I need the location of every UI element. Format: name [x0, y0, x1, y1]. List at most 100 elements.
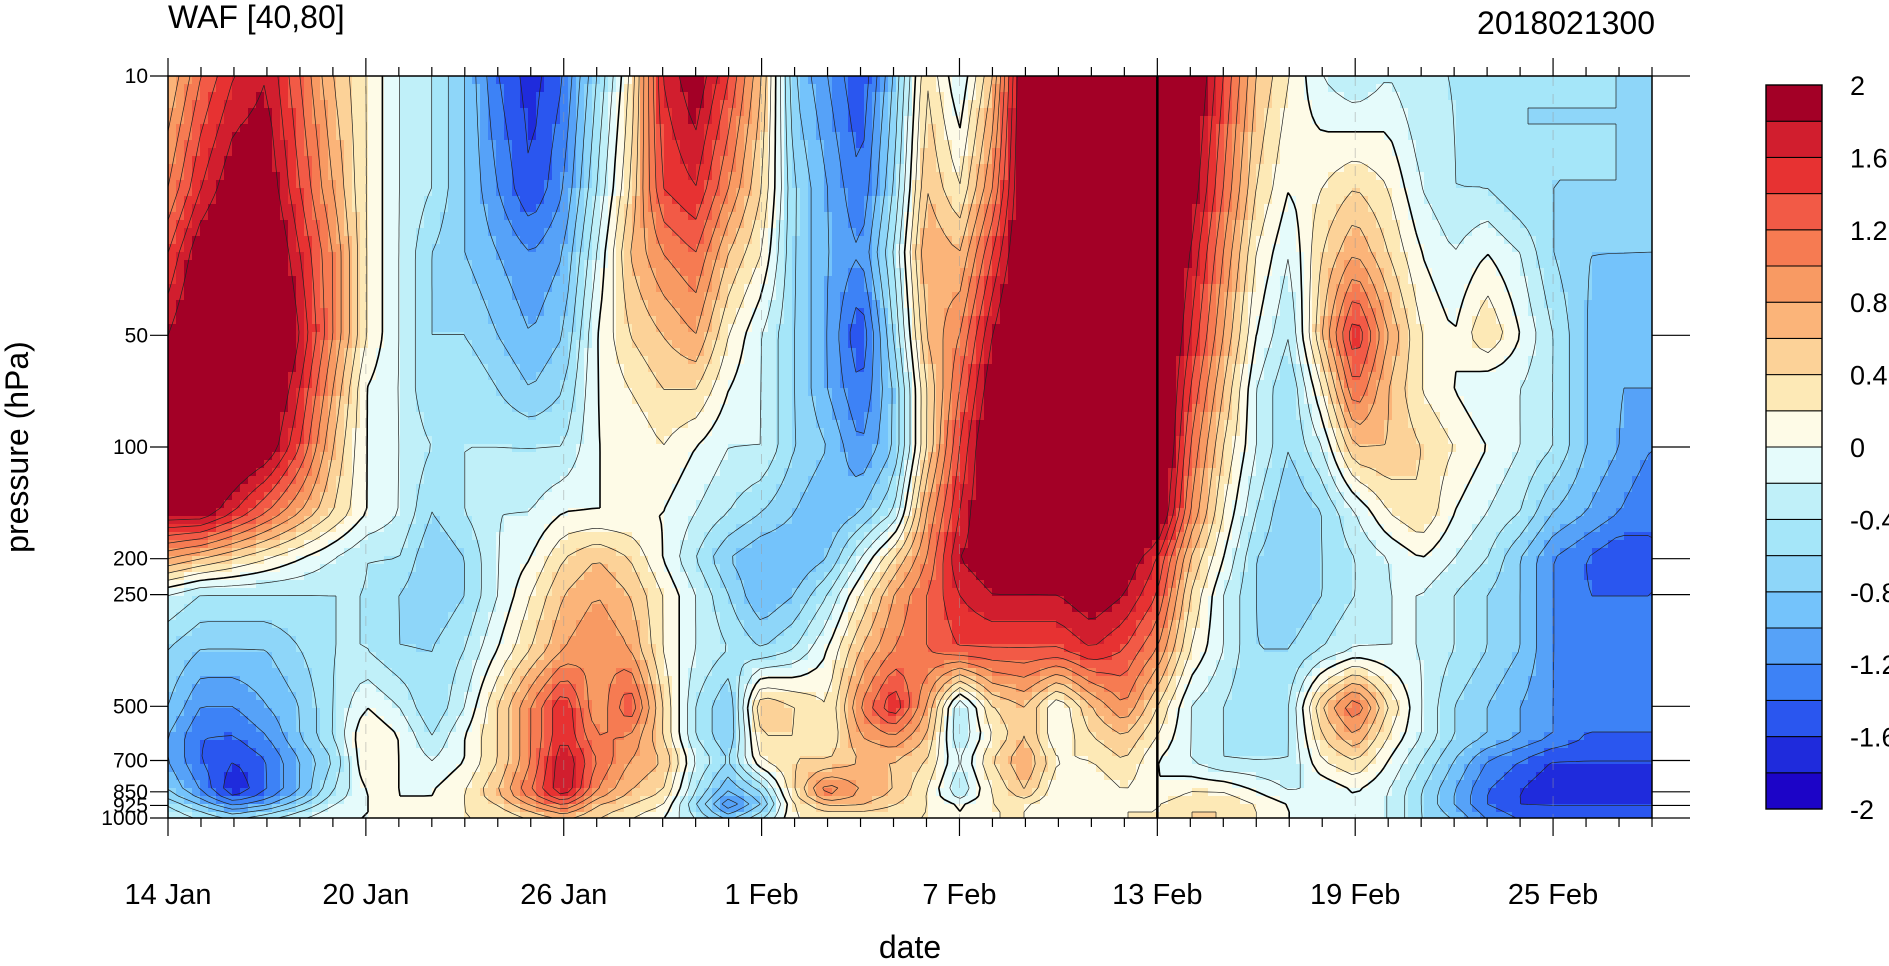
field-cell — [1416, 180, 1425, 189]
field-cell — [456, 156, 465, 165]
field-cell — [1432, 228, 1441, 237]
field-cell — [736, 116, 745, 125]
field-cell — [184, 108, 193, 117]
field-cell — [304, 140, 313, 149]
field-cell — [584, 92, 593, 101]
field-cell — [704, 268, 713, 277]
field-cell — [264, 92, 273, 101]
field-cell — [1200, 260, 1209, 269]
field-cell — [1360, 268, 1369, 277]
field-cell — [496, 116, 505, 125]
field-cell — [472, 228, 481, 237]
field-cell — [792, 100, 801, 109]
field-cell — [688, 156, 697, 165]
field-cell — [1448, 268, 1457, 277]
field-cell — [344, 164, 353, 173]
field-cell — [912, 212, 921, 221]
field-cell — [1136, 252, 1145, 261]
field-cell — [1000, 252, 1009, 261]
field-cell — [448, 76, 457, 85]
field-cell — [1600, 212, 1609, 221]
field-cell — [1088, 236, 1097, 245]
field-cell — [1320, 212, 1329, 221]
field-cell — [464, 220, 473, 229]
field-cell — [200, 124, 209, 133]
field-cell — [1464, 212, 1473, 221]
field-cell — [504, 148, 513, 157]
field-cell — [264, 188, 273, 197]
field-cell — [872, 252, 881, 261]
field-cell — [216, 244, 225, 253]
field-cell — [1392, 164, 1401, 173]
field-cell — [400, 100, 409, 109]
field-cell — [1064, 156, 1073, 165]
field-cell — [880, 172, 889, 181]
field-cell — [1480, 148, 1489, 157]
field-cell — [1248, 116, 1257, 125]
field-cell — [1088, 84, 1097, 93]
field-cell — [1024, 140, 1033, 149]
field-cell — [632, 252, 641, 261]
field-cell — [360, 108, 369, 117]
field-cell — [1224, 276, 1233, 285]
field-cell — [448, 92, 457, 101]
field-cell — [1392, 156, 1401, 165]
field-cell — [760, 140, 769, 149]
field-cell — [1592, 236, 1601, 245]
field-cell — [536, 156, 545, 165]
field-cell — [1456, 188, 1465, 197]
field-cell — [808, 244, 817, 253]
field-cell — [1304, 212, 1313, 221]
field-cell — [1448, 260, 1457, 269]
field-cell — [1096, 244, 1105, 253]
field-cell — [240, 220, 249, 229]
field-cell — [936, 148, 945, 157]
field-cell — [1632, 180, 1641, 189]
field-cell — [1296, 212, 1305, 221]
field-cell — [296, 84, 305, 93]
field-cell — [792, 260, 801, 269]
field-cell — [624, 172, 633, 181]
field-cell — [1648, 100, 1652, 109]
field-cell — [1464, 172, 1473, 181]
field-cell — [520, 252, 529, 261]
field-cell — [456, 164, 465, 173]
field-cell — [1232, 164, 1241, 173]
field-cell — [1568, 236, 1577, 245]
field-cell — [1048, 228, 1057, 237]
field-cell — [736, 204, 745, 213]
field-cell — [728, 276, 737, 285]
field-cell — [296, 92, 305, 101]
field-cell — [1424, 204, 1433, 213]
field-cell — [1000, 204, 1009, 213]
field-cell — [1528, 84, 1537, 93]
field-cell — [464, 148, 473, 157]
field-cell — [168, 180, 177, 189]
field-cell — [968, 108, 977, 117]
field-cell — [760, 76, 769, 85]
field-cell — [680, 260, 689, 269]
field-cell — [776, 220, 785, 229]
field-cell — [1080, 76, 1089, 85]
field-cell — [1600, 140, 1609, 149]
field-cell — [1360, 284, 1369, 293]
field-cell — [1560, 236, 1569, 245]
field-cell — [1464, 188, 1473, 197]
field-cell — [1040, 84, 1049, 93]
field-cell — [1424, 188, 1433, 197]
field-cell — [768, 172, 777, 181]
field-cell — [448, 220, 457, 229]
field-cell — [1336, 220, 1345, 229]
field-cell — [856, 148, 865, 157]
field-cell — [1344, 92, 1353, 101]
field-cell — [1392, 236, 1401, 245]
field-cell — [984, 164, 993, 173]
field-cell — [192, 124, 201, 133]
field-cell — [376, 92, 385, 101]
field-cell — [1208, 156, 1217, 165]
field-cell — [1344, 164, 1353, 173]
field-cell — [712, 252, 721, 261]
field-cell — [1200, 148, 1209, 157]
field-cell — [904, 124, 913, 133]
field-cell — [288, 252, 297, 261]
